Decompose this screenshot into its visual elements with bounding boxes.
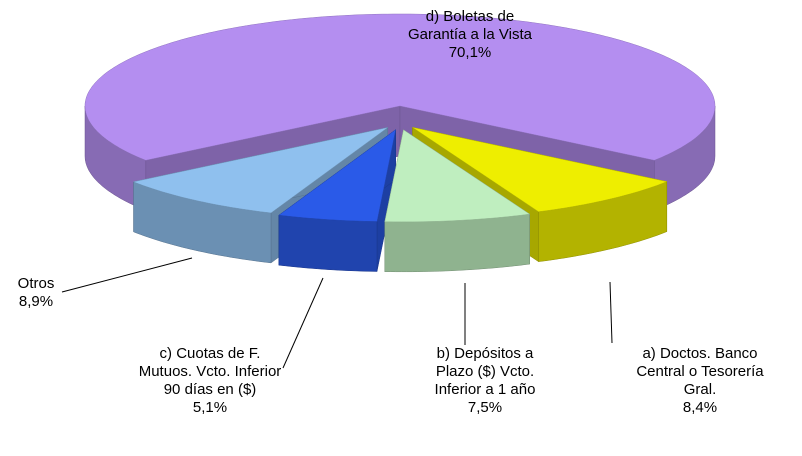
leader-line [609, 281, 613, 344]
value-label: 8,4% [682, 399, 718, 416]
value-label: 7,5% [467, 399, 503, 416]
slice-label: Otros 8,9% [6, 275, 66, 311]
slice [384, 129, 531, 223]
slice-label: d) Boletas de Garantía a la Vista 70,1% [395, 8, 545, 62]
category-label: a) Doctos. Banco Central o Tesorería Gra… [636, 345, 764, 398]
slice [278, 129, 397, 222]
slice [84, 13, 716, 161]
slice-label: c) Cuotas de F. Mutuos. Vcto. Inferior 9… [135, 345, 285, 417]
slice-side [384, 213, 530, 273]
value-label: 5,1% [192, 399, 228, 416]
category-label: Otros [17, 275, 55, 292]
category-label: b) Depósitos a Plazo ($) Vcto. Inferior … [434, 345, 536, 398]
slice [133, 127, 388, 214]
category-label: c) Cuotas de F. Mutuos. Vcto. Inferior 9… [138, 345, 282, 398]
leader-line [282, 277, 324, 369]
value-label: 8,9% [18, 293, 54, 310]
slice-side [278, 214, 378, 272]
slice-label: a) Doctos. Banco Central o Tesorería Gra… [620, 345, 780, 417]
slice-label: b) Depósitos a Plazo ($) Vcto. Inferior … [418, 345, 553, 417]
value-label: 70,1% [448, 44, 492, 61]
slice [412, 127, 668, 212]
category-label: d) Boletas de Garantía a la Vista [408, 8, 532, 43]
leader-line [61, 257, 193, 293]
